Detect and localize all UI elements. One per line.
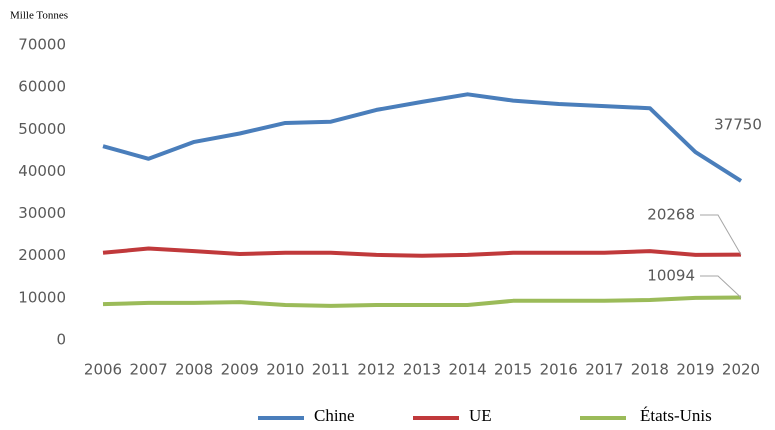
y-tick-label: 20000 (18, 246, 66, 264)
x-tick-label: 2016 (540, 361, 578, 379)
legend-label: États-Unis (640, 406, 712, 425)
y-tick-label: 60000 (18, 78, 66, 96)
leader-line (700, 275, 742, 298)
data-label: 37750 (714, 116, 762, 134)
x-tick-label: 2008 (175, 361, 213, 379)
y-tick-label: 0 (56, 331, 66, 349)
x-tick-label: 2018 (631, 361, 669, 379)
data-label: 10094 (647, 267, 695, 285)
legend-label: UE (469, 406, 492, 425)
x-tick-label: 2019 (676, 361, 714, 379)
leader-line (700, 214, 742, 255)
y-tick-label: 70000 (18, 36, 66, 54)
y-tick-label: 30000 (18, 204, 66, 222)
x-tick-label: 2015 (494, 361, 532, 379)
x-tick-label: 2017 (585, 361, 623, 379)
y-axis-label: Mille Tonnes (10, 10, 68, 22)
x-tick-label: 2010 (266, 361, 304, 379)
y-tick-label: 50000 (18, 120, 66, 138)
line (102, 295, 742, 308)
x-tick-label: 2009 (221, 361, 259, 379)
x-tick-label: 2007 (129, 361, 167, 379)
legend-label: Chine (314, 406, 355, 425)
data-label: 20268 (647, 206, 695, 224)
x-tick-label: 2011 (312, 361, 350, 379)
line (102, 246, 742, 258)
y-tick-label: 40000 (18, 162, 66, 180)
x-tick-label: 2012 (357, 361, 395, 379)
x-tick-label: 2014 (448, 361, 486, 379)
line (102, 92, 743, 183)
x-tick-label: 2006 (84, 361, 122, 379)
x-tick-label: 2020 (722, 361, 760, 379)
x-tick-label: 2013 (403, 361, 441, 379)
y-tick-label: 10000 (18, 288, 66, 306)
